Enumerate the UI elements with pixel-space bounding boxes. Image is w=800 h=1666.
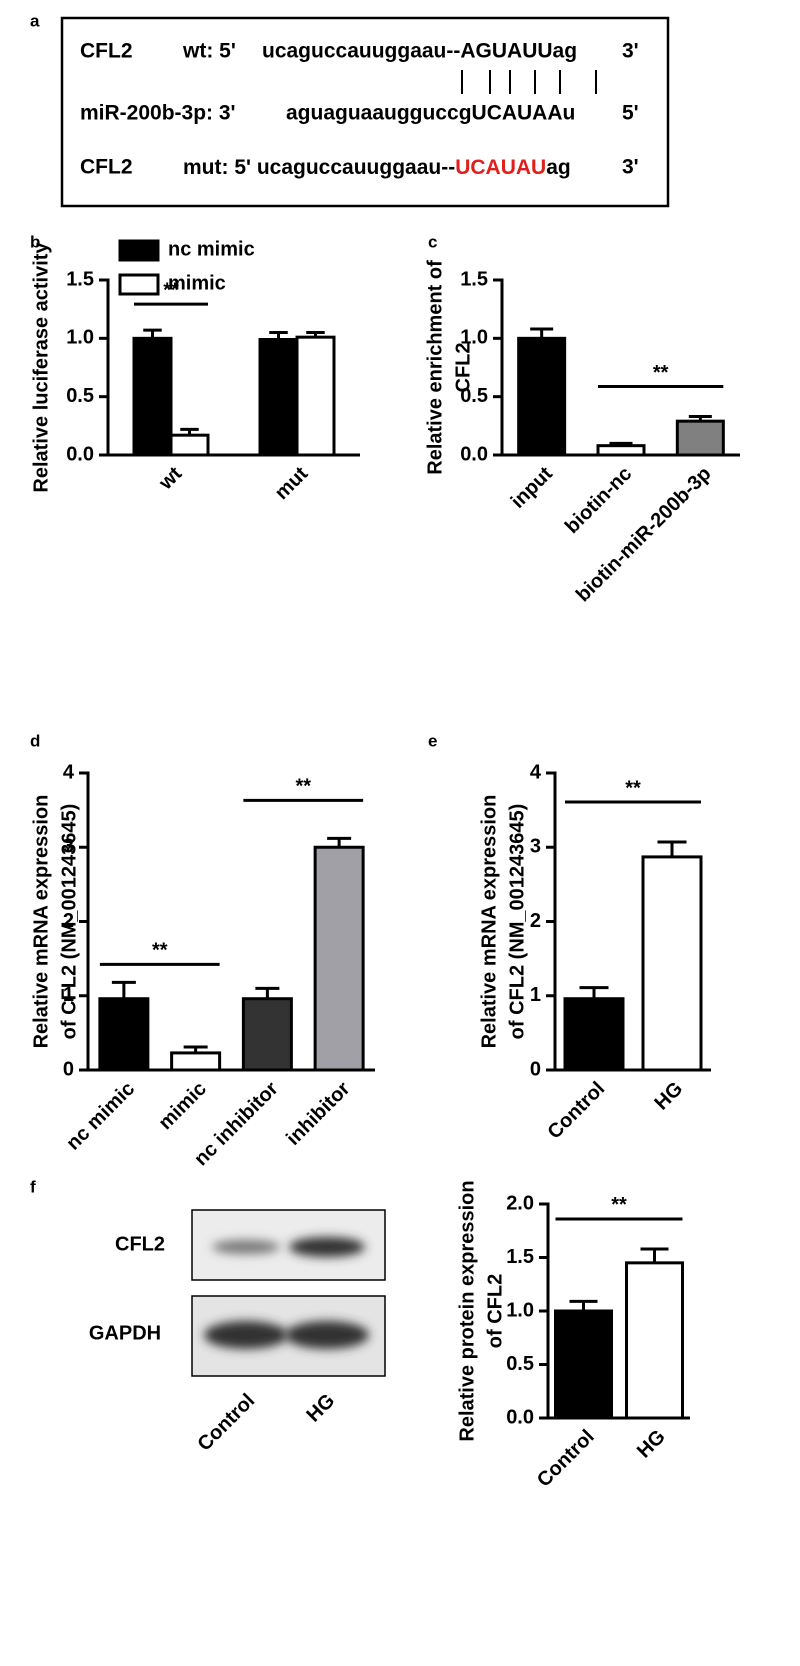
bar [132,336,173,457]
y-axis-label: of CFL2 [484,1274,506,1348]
sequence: ucaguccauuggaau-- [257,156,455,179]
bar [675,419,725,457]
bar [295,335,336,457]
sequence-end: 3' [622,156,639,179]
x-tick-label: nc mimic [62,1078,139,1155]
x-tick-label: mut [271,462,313,504]
sequence: aguaguaaugguccgUCAUAAu [286,102,575,125]
bar [98,997,150,1072]
mut-sequence: mut: 5' ucaguccauuggaau--UCAUAUag [183,156,571,179]
x-tick-label: Control [543,1078,609,1144]
bar [641,855,703,1072]
sequence-end: 5' [622,102,639,125]
sequence-end: 3' [622,40,639,63]
bar [554,1309,613,1420]
y-tick-label: 0.0 [506,1406,534,1428]
legend-swatch [118,273,160,296]
y-tick-label: 0.0 [460,443,488,465]
bar [563,997,625,1072]
panel-letter: f [30,1177,36,1196]
significance-label: ** [611,1194,627,1216]
y-tick-label: 2 [63,910,74,932]
x-tick-label: mimic [154,1078,210,1134]
panel-letter: b [30,232,40,251]
y-tick-label: 1.0 [460,327,488,349]
strand: mut: 5' [183,156,251,179]
significance-label: ** [163,279,179,301]
y-tick-label: 0.5 [506,1353,534,1375]
x-tick-label: biotin-miR-200b-3p [572,463,716,607]
y-tick-label: 0.0 [66,443,94,465]
sequence: ucaguccauuggaau--AGUAUUag [262,40,577,63]
x-tick-label: HG [633,1426,670,1463]
x-tick-label: Control [533,1426,599,1492]
panel-letter: d [30,731,40,750]
x-tick-label: biotin-nc [561,463,636,538]
y-axis-label: Relative luciferase activity [30,242,52,493]
y-tick-label: 0 [530,1058,541,1080]
legend-label: mimic [168,272,226,294]
y-axis-label: Relative mRNA expression [30,795,52,1049]
blot-lane-label: Control [193,1390,259,1456]
strand: wt: 5' [182,40,236,63]
y-tick-label: 0.5 [66,385,94,407]
western-blot [191,1209,386,1377]
y-axis-label: Relative enrichment of [424,260,446,475]
y-tick-label: 3 [63,836,74,858]
legend-swatch [118,239,160,262]
blot-row-label: GAPDH [89,1322,161,1344]
y-tick-label: 4 [530,761,542,783]
gene-name: CFL2 [80,40,133,63]
significance-label: ** [295,776,311,798]
y-tick-label: 2 [530,910,541,932]
x-tick-label: HG [651,1078,688,1115]
bar [241,997,293,1072]
x-tick-label: inhibitor [282,1078,354,1150]
x-tick-label: wt [154,462,186,494]
x-tick-label: input [507,462,557,512]
panel-letter: a [30,11,40,30]
y-tick-label: 0.5 [460,385,488,407]
y-tick-label: 1.5 [66,268,94,290]
y-axis-label: of CFL2 (NM_001243645) [506,804,528,1040]
mutated-bases: UCAUAU [455,156,546,179]
bar [258,338,299,457]
base-pairing [461,70,597,94]
y-tick-label: 3 [530,836,541,858]
panel-letter: e [428,731,437,750]
y-tick-label: 1.5 [506,1246,534,1268]
sequence: ag [546,156,571,179]
legend-label: nc mimic [168,238,255,260]
y-tick-label: 1.0 [506,1299,534,1321]
bar [517,336,567,457]
y-axis-label: of CFL2 (NM_001243645) [58,804,80,1040]
blot-row-label: CFL2 [115,1233,165,1255]
y-axis-label: Relative protein expression [456,1180,478,1441]
bar [313,845,365,1072]
significance-label: ** [625,777,641,799]
y-tick-label: 1.5 [460,268,488,290]
significance-label: ** [653,362,669,384]
blot-lane-label: HG [303,1390,340,1427]
bar [170,1051,222,1072]
y-axis-label: CFL2 [452,343,474,393]
y-tick-label: 1 [63,984,74,1006]
bar [596,444,646,457]
mirna-name: miR-200b-3p: 3' [80,102,236,125]
gene-name: CFL2 [80,156,133,179]
y-tick-label: 1 [530,984,541,1006]
significance-label: ** [152,940,168,962]
bar [169,433,210,457]
y-axis-label: Relative mRNA expression [478,795,500,1049]
y-tick-label: 4 [63,761,75,783]
panel-letter: c [428,232,437,251]
sequence-box [60,16,670,208]
y-tick-label: 0 [63,1058,74,1080]
y-tick-label: 1.0 [66,327,94,349]
y-tick-label: 2.0 [506,1192,534,1214]
bar [625,1261,684,1420]
